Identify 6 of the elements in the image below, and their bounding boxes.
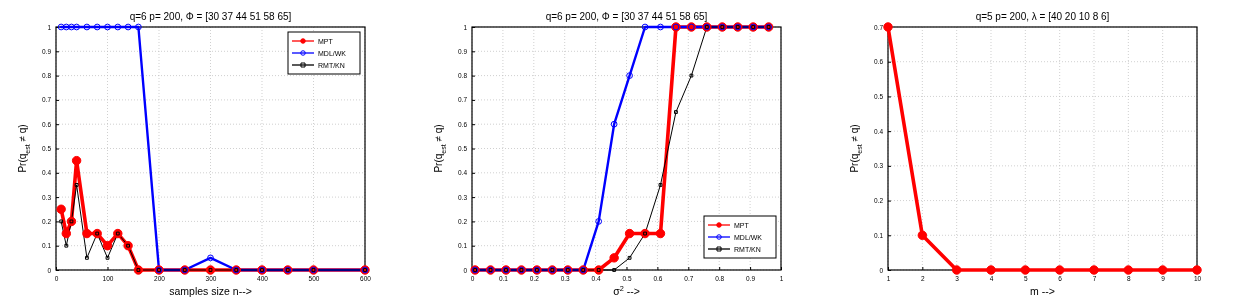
x-axis-title: σ$^{2}$ -->	[613, 283, 640, 297]
chart-title: q=6 p= 200, Φ = [30 37 44 51 58 65]	[545, 11, 708, 22]
chart-title: q=6 p= 200, Φ = [30 37 44 51 58 65]	[129, 11, 292, 22]
chart-title: q=5 p= 200, λ = [40 20 10 8 6]	[975, 11, 1110, 22]
x-axis-title: samples size n-->	[169, 285, 252, 297]
x-axis-title: m -->	[1030, 285, 1055, 297]
